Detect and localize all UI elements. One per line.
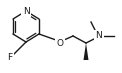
Text: F: F [7,54,13,62]
Text: N: N [23,6,29,15]
Text: O: O [56,38,63,48]
Polygon shape [83,43,88,60]
Text: N: N [96,32,102,41]
